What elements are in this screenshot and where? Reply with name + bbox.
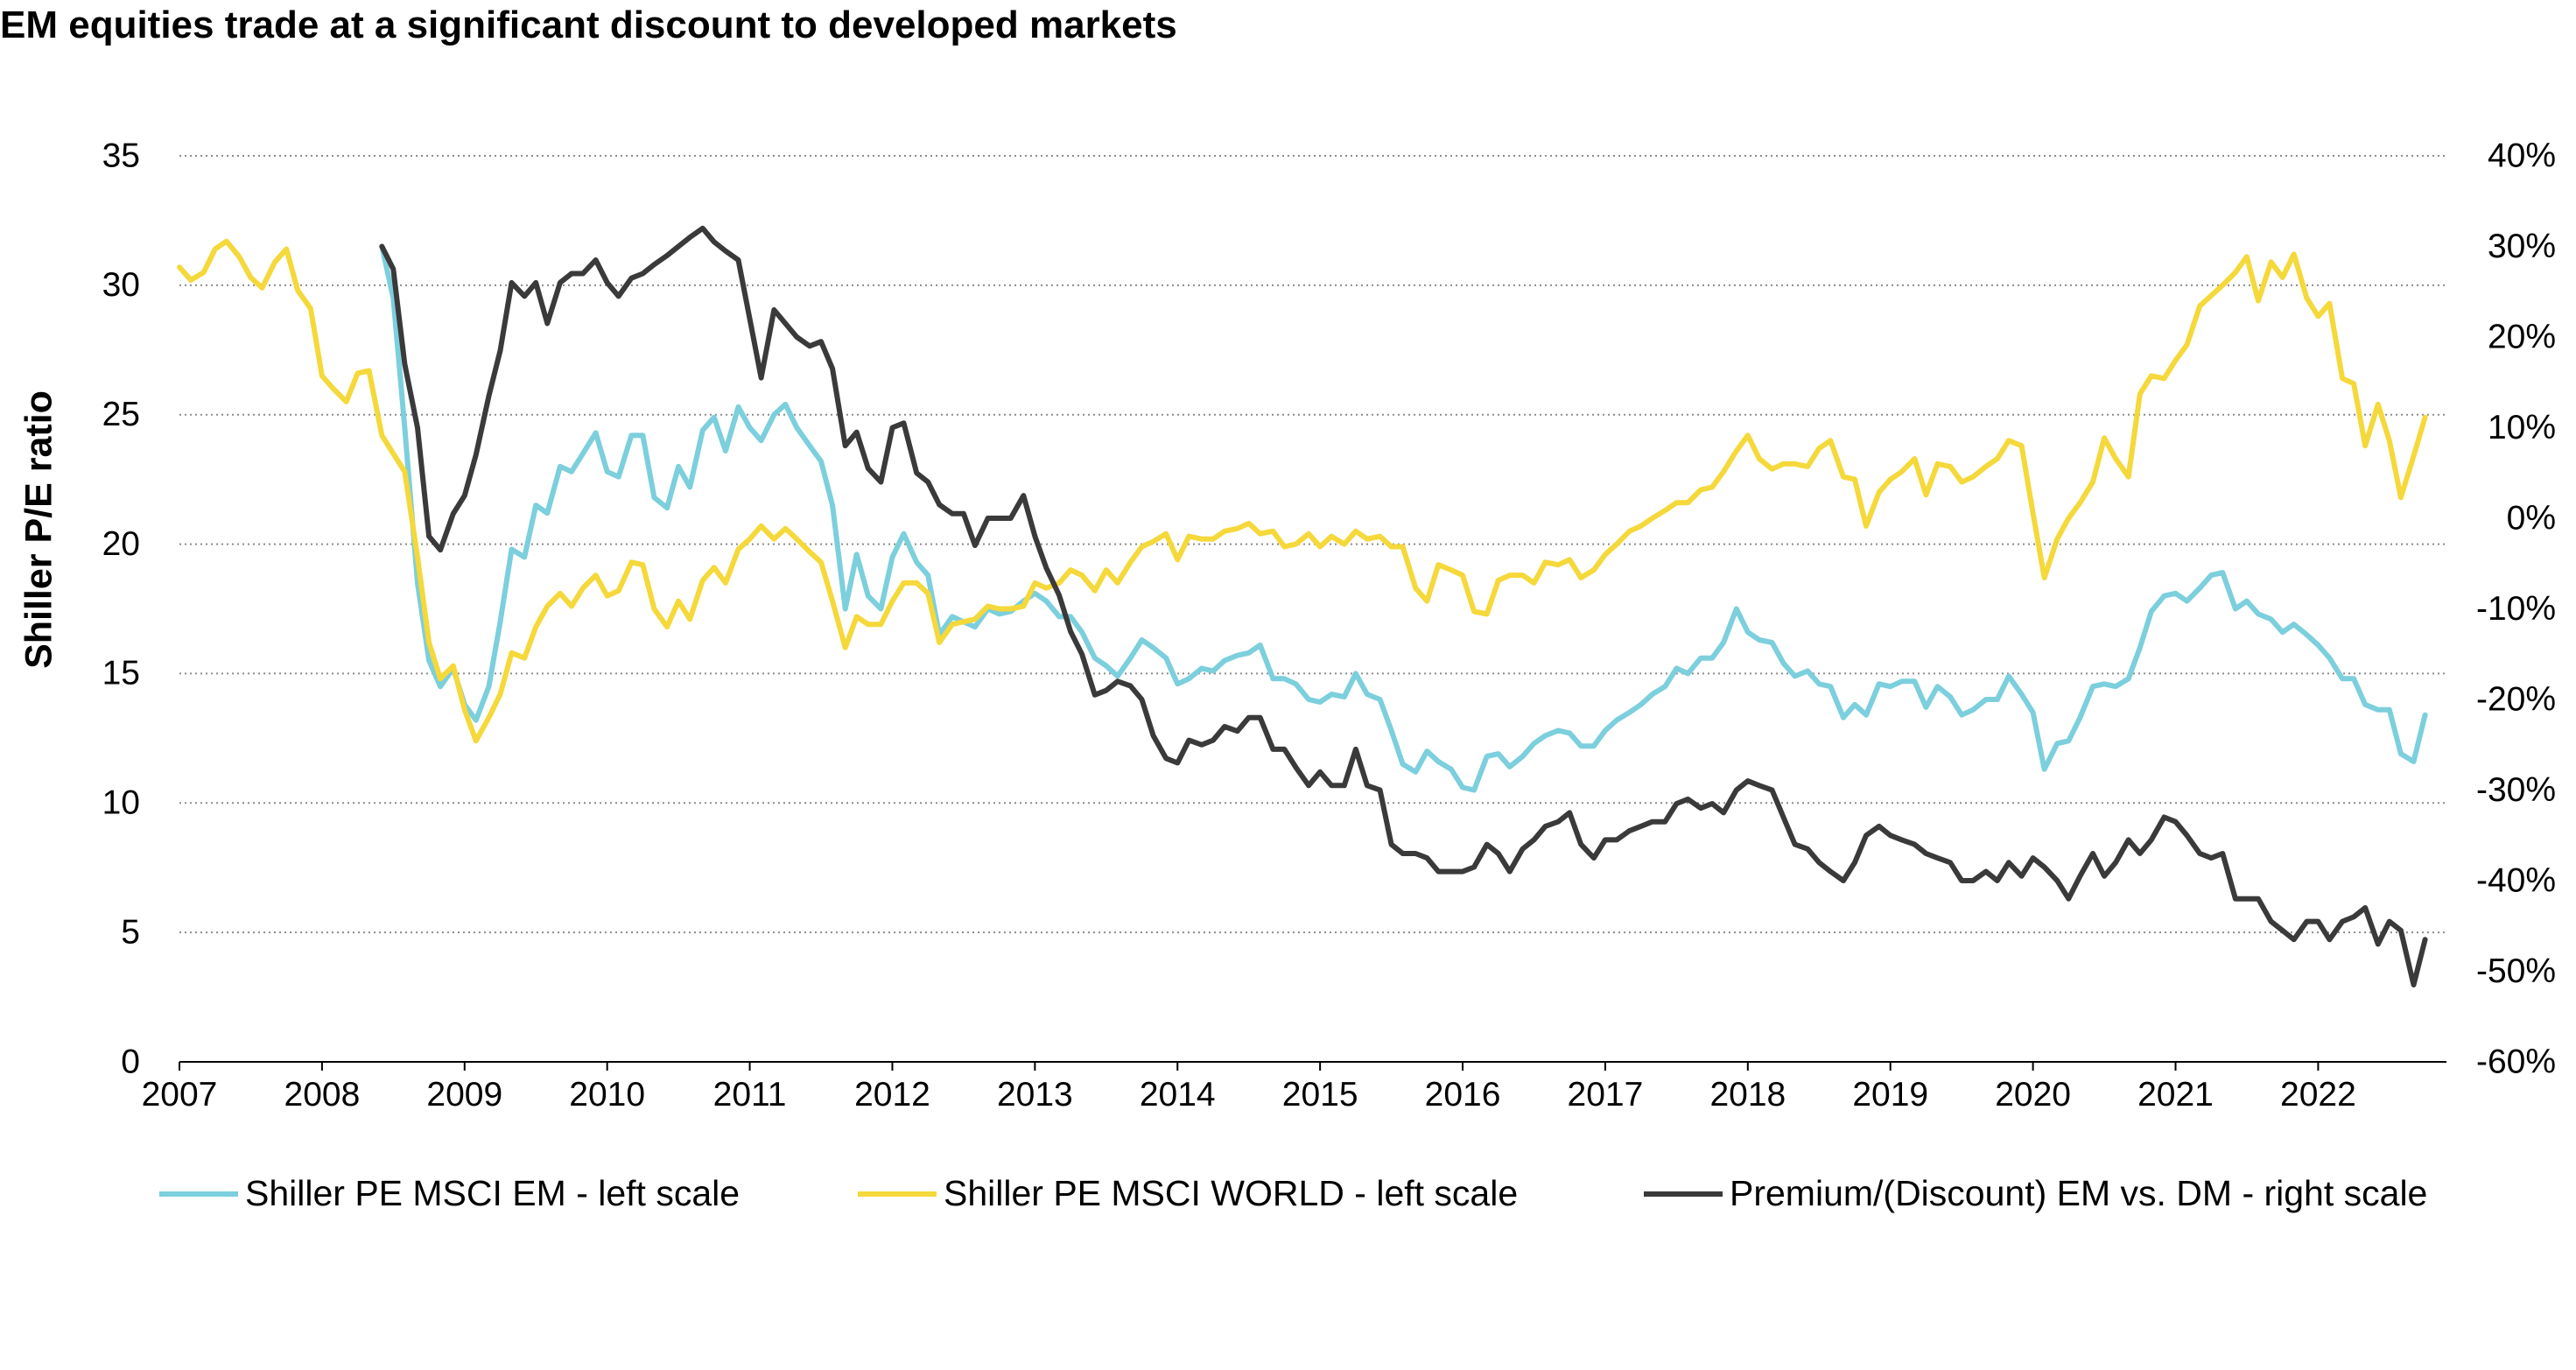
x-tick-label: 2019 [1852,1076,1928,1114]
y-axis-label: Shiller P/E ratio [18,390,60,669]
x-tick-label: 2009 [426,1076,502,1114]
series-line-world [177,238,2428,744]
y-right-tick-label: 40% [2488,137,2556,174]
y-right-tick-label: 20% [2488,318,2556,355]
x-tick-label: 2018 [1709,1076,1786,1114]
x-tick-label: 2016 [1425,1076,1501,1114]
y-left-tick-label: 15 [102,655,140,692]
y-right-tick-label: -40% [2476,861,2556,899]
x-tick-label: 2008 [284,1076,361,1114]
grid-lines [179,155,2446,1063]
legend-item-premium: Premium/(Discount) EM vs. DM - right sca… [1644,1173,2427,1214]
x-tick-label: 2011 [713,1076,787,1114]
y-left-tick-label: 20 [102,525,140,563]
legend-swatch-premium [1644,1191,1723,1197]
legend-label-em: Shiller PE MSCI EM - left scale [245,1173,741,1213]
y-right-tick-label: -10% [2476,590,2556,628]
x-tick-label: 2014 [1140,1076,1216,1114]
y-right-tick-label: -20% [2476,680,2556,718]
y-right-tick-label: 0% [2507,499,2556,537]
x-tick-label: 2012 [854,1076,930,1114]
x-axis: 2007 2008 2009 2010 2011 2012 2013 2014 2015 2016… [142,1062,2356,1114]
legend-swatch-em [159,1191,238,1197]
series-lines [177,225,2428,987]
y-left-tick-label: 30 [102,266,140,304]
y-right-tick-label: -60% [2476,1043,2556,1080]
y-right-tick-label: -50% [2476,952,2556,990]
y-axis-right: 40% 30% 20% 10% 0% -10% -20% -30% -40% -50% -60% [2476,137,2556,1080]
legend-label-premium: Premium/(Discount) EM vs. DM - right sca… [1730,1173,2428,1213]
legend-label-world: Shiller PE MSCI WORLD - left scale [944,1173,1519,1213]
series-line-premium [379,225,2428,987]
legend-item-world: Shiller PE MSCI WORLD - left scale [858,1173,1518,1214]
x-tick-label: 2020 [1995,1076,2071,1114]
y-right-tick-label: -30% [2476,771,2556,809]
x-tick-label: 2015 [1282,1076,1358,1114]
y-right-tick-label: 30% [2488,228,2556,265]
legend: Shiller PE MSCI EM - left scale Shiller … [0,1164,2576,1217]
x-tick-label: 2017 [1568,1076,1644,1114]
x-tick-label: 2007 [142,1076,218,1114]
y-left-tick-label: 5 [121,913,140,951]
y-right-tick-label: 10% [2488,409,2556,446]
x-tick-label: 2021 [2137,1076,2214,1114]
y-axis-left: 35 30 25 20 15 10 5 0 [102,137,140,1080]
y-left-tick-label: 25 [102,396,140,433]
y-left-tick-label: 35 [102,137,140,174]
y-left-tick-label: 0 [121,1043,140,1080]
x-tick-label: 2013 [997,1076,1073,1114]
x-tick-label: 2022 [2280,1076,2356,1114]
legend-item-em: Shiller PE MSCI EM - left scale [159,1173,740,1214]
chart-title: EM equities trade at a significant disco… [0,4,1177,46]
legend-swatch-world [858,1191,937,1197]
series-line-em [379,243,2428,793]
y-left-tick-label: 10 [102,784,140,822]
x-tick-label: 2010 [569,1076,645,1114]
